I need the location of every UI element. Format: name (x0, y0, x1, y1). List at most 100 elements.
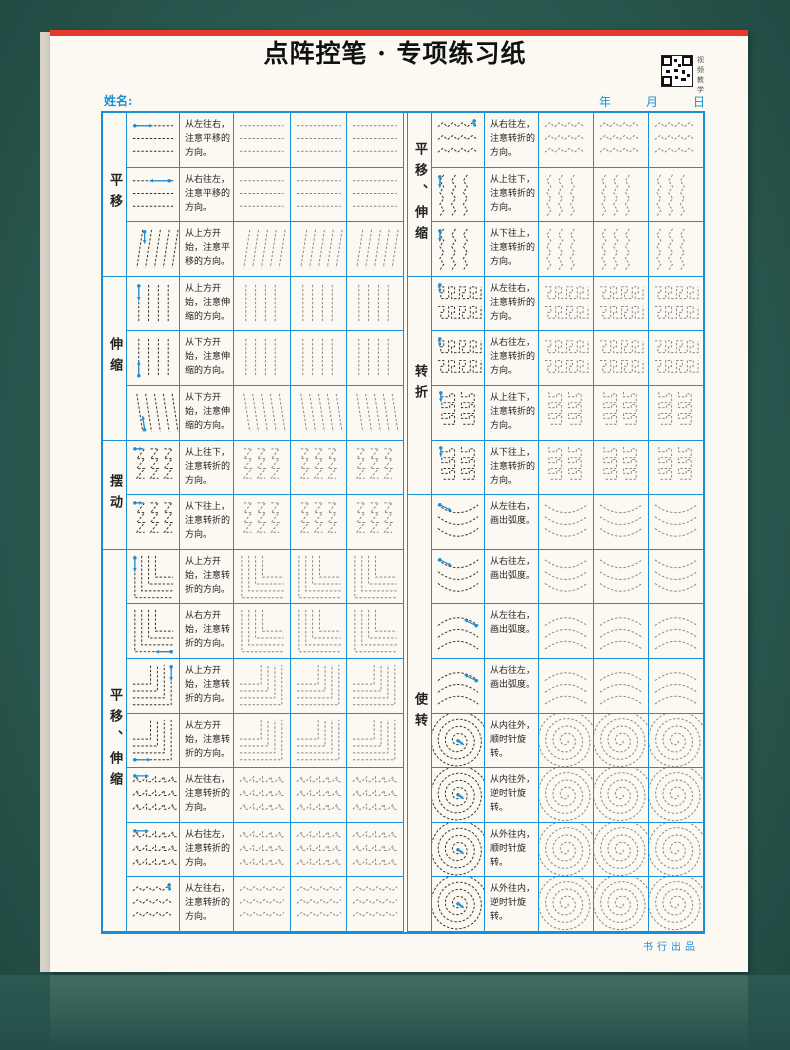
trace-cell[interactable] (347, 113, 404, 167)
trace-cell[interactable] (594, 713, 649, 768)
trace-cell[interactable] (539, 768, 594, 822)
trace-cell[interactable] (649, 440, 704, 495)
trace-cell[interactable] (594, 877, 649, 931)
arc-down-trace-guide-icon (599, 504, 643, 537)
trace-cell[interactable] (291, 659, 348, 713)
trace-cell[interactable] (347, 659, 404, 713)
trace-cell[interactable] (291, 222, 348, 276)
trace-cell[interactable] (291, 113, 348, 167)
trace-cell[interactable] (234, 276, 291, 331)
trace-cell[interactable] (594, 822, 649, 877)
trace-cell[interactable] (539, 331, 594, 385)
trace-cell[interactable] (234, 659, 291, 713)
trace-cell[interactable] (594, 604, 649, 658)
trace-cell[interactable] (594, 386, 649, 440)
trace-cell[interactable] (347, 495, 404, 549)
trace-cell[interactable] (539, 495, 594, 549)
right-practice-row: 从下往上，注意转折的方向。 (432, 222, 704, 277)
trace-cell[interactable] (539, 822, 594, 877)
trace-cell[interactable] (594, 167, 649, 222)
trace-cell[interactable] (649, 604, 704, 658)
trace-cell[interactable] (291, 167, 348, 222)
trace-cell[interactable] (291, 495, 348, 549)
trace-cell[interactable] (291, 877, 348, 931)
trace-cell[interactable] (234, 440, 291, 495)
trace-cell[interactable] (347, 877, 404, 931)
spiral-example-icon (432, 713, 484, 767)
trace-cell[interactable] (234, 495, 291, 549)
trace-cell[interactable] (347, 331, 404, 385)
trace-cell[interactable] (649, 713, 704, 768)
trace-cell[interactable] (234, 331, 291, 385)
trace-cell[interactable] (539, 113, 594, 167)
trace-cell[interactable] (234, 604, 291, 658)
trace-cell[interactable] (347, 604, 404, 658)
trace-cell[interactable] (234, 877, 291, 931)
trace-cell[interactable] (291, 768, 348, 822)
trace-cell[interactable] (539, 713, 594, 768)
trace-cell[interactable] (539, 440, 594, 495)
spiral-trace-guide-icon (539, 713, 593, 767)
qr-code[interactable] (661, 55, 693, 87)
trace-cell[interactable] (539, 604, 594, 658)
trace-cell[interactable] (594, 222, 649, 276)
trace-cell[interactable] (649, 822, 704, 877)
example-stroke (127, 386, 180, 440)
trace-cell[interactable] (291, 276, 348, 331)
trace-cell[interactable] (649, 167, 704, 222)
trace-cell[interactable] (234, 713, 291, 768)
trace-cell[interactable] (649, 331, 704, 385)
trace-cell[interactable] (649, 877, 704, 931)
trace-cell[interactable] (347, 222, 404, 276)
trace-cell[interactable] (649, 222, 704, 276)
trace-cell[interactable] (234, 386, 291, 440)
meander-v-trace-guide-icon (548, 446, 582, 480)
trace-cell[interactable] (649, 113, 704, 167)
trace-cell[interactable] (234, 549, 291, 604)
trace-cell[interactable] (291, 331, 348, 385)
trace-cell[interactable] (594, 331, 649, 385)
trace-cell[interactable] (649, 495, 704, 549)
trace-cell[interactable] (539, 549, 594, 604)
example-stroke (127, 549, 180, 604)
trace-cell[interactable] (291, 604, 348, 658)
trace-cell[interactable] (234, 822, 291, 877)
trace-cell[interactable] (234, 167, 291, 222)
trace-cell[interactable] (347, 713, 404, 768)
trace-cell[interactable] (539, 386, 594, 440)
trace-cell[interactable] (291, 386, 348, 440)
trace-cell[interactable] (594, 276, 649, 331)
example-stroke (432, 331, 485, 385)
trace-cell[interactable] (291, 822, 348, 877)
trace-cell[interactable] (291, 549, 348, 604)
trace-cell[interactable] (347, 822, 404, 877)
trace-cell[interactable] (347, 276, 404, 331)
trace-cell[interactable] (594, 495, 649, 549)
trace-cell[interactable] (347, 440, 404, 495)
trace-cell[interactable] (649, 386, 704, 440)
trace-cell[interactable] (539, 659, 594, 713)
trace-cell[interactable] (347, 167, 404, 222)
trace-cell[interactable] (539, 222, 594, 276)
trace-cell[interactable] (234, 222, 291, 276)
trace-cell[interactable] (649, 659, 704, 713)
trace-cell[interactable] (539, 167, 594, 222)
trace-cell[interactable] (649, 276, 704, 331)
trace-cell[interactable] (291, 440, 348, 495)
trace-cell[interactable] (594, 440, 649, 495)
trace-cell[interactable] (594, 549, 649, 604)
trace-cell[interactable] (234, 768, 291, 822)
trace-cell[interactable] (234, 113, 291, 167)
trace-cell[interactable] (649, 549, 704, 604)
saw-example-icon (132, 774, 178, 810)
trace-cell[interactable] (539, 877, 594, 931)
trace-cell[interactable] (594, 113, 649, 167)
trace-cell[interactable] (291, 713, 348, 768)
trace-cell[interactable] (539, 276, 594, 331)
trace-cell[interactable] (594, 768, 649, 822)
trace-cell[interactable] (347, 386, 404, 440)
trace-cell[interactable] (347, 549, 404, 604)
trace-cell[interactable] (594, 659, 649, 713)
trace-cell[interactable] (649, 768, 704, 822)
trace-cell[interactable] (347, 768, 404, 822)
